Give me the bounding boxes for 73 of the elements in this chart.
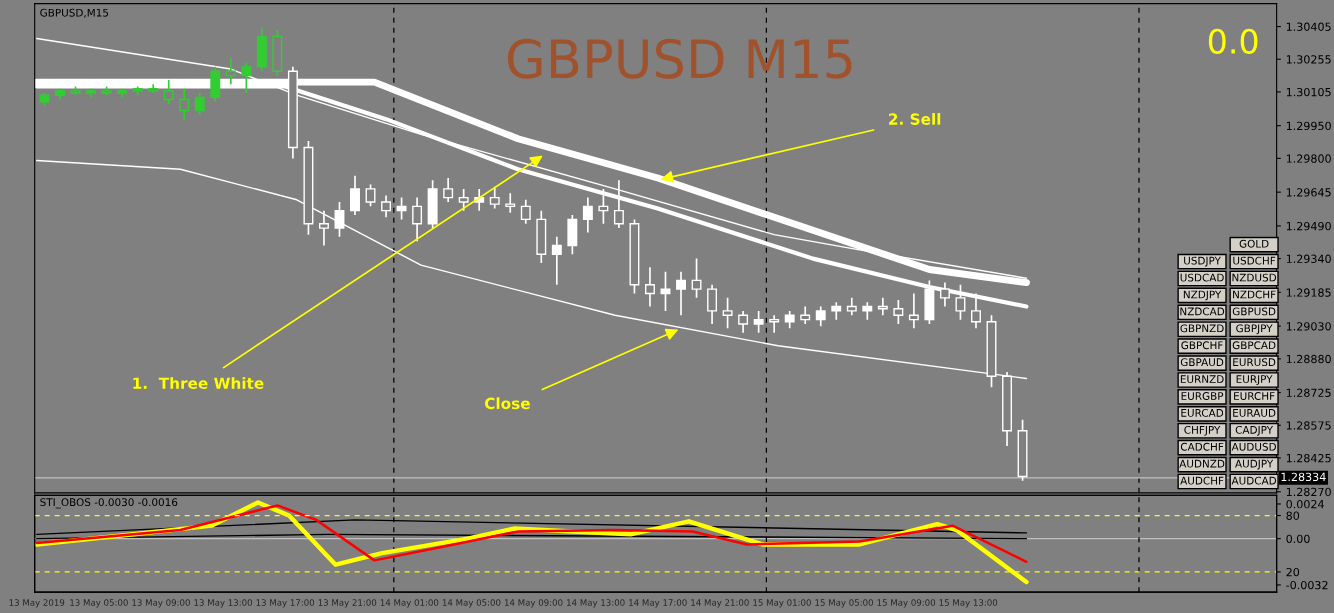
annotation: NZDCHF xyxy=(1233,290,1276,299)
annotation: GBPNZD xyxy=(1180,324,1224,333)
annotation: NZDCAD xyxy=(1180,307,1225,316)
annotation: GBPAUD xyxy=(1180,358,1224,367)
y-tick-label: 1.29645 xyxy=(1286,188,1331,197)
y-tick-label: 1.30105 xyxy=(1286,87,1331,97)
annotation: EURUSD xyxy=(1233,358,1276,367)
annotation: GBPJPY xyxy=(1236,324,1273,335)
y-tick-label: 1.29490 xyxy=(1286,221,1331,231)
x-tick-label: 13 May 17:00 xyxy=(256,599,315,608)
annotation: EURCHF xyxy=(1234,392,1275,400)
annotation: CHFJPY xyxy=(1184,425,1221,436)
y-tick-label: 1.29950 xyxy=(1286,121,1331,131)
annotation: AUDJPY xyxy=(1235,459,1274,470)
annotation: EURJPY xyxy=(1236,375,1273,385)
y-tick-label: 1.29030 xyxy=(1286,322,1331,331)
annotation: AUDCAD xyxy=(1231,476,1277,485)
annotation: AUDNZD xyxy=(1179,459,1225,468)
annotation: NZDUSD xyxy=(1232,273,1277,282)
annotation: 1. Three White xyxy=(133,377,264,390)
x-tick-label: 14 May 09:00 xyxy=(504,599,563,608)
y-tick-label: 0.0024 xyxy=(1286,499,1324,509)
annotation: USDCHF xyxy=(1233,256,1276,265)
y-tick-label: -0.0032 xyxy=(1286,580,1328,590)
y-tick-label: 0.00 xyxy=(1286,534,1310,544)
y-tick-label: 1.29340 xyxy=(1286,254,1331,263)
y-tick-label: 1.29800 xyxy=(1286,154,1331,163)
y-tick-label: 1.30405 xyxy=(1286,22,1331,31)
x-tick-label: 14 May 13:00 xyxy=(567,599,625,608)
annotation: AUDUSD xyxy=(1231,442,1276,451)
y-tick-label: 1.30255 xyxy=(1286,55,1331,64)
annotation: NZDJPY xyxy=(1183,290,1222,301)
y-tick-label: 1.28880 xyxy=(1286,354,1331,364)
annotation: AUDCHF xyxy=(1180,476,1224,485)
y-tick-label: 1.29185 xyxy=(1286,288,1331,297)
annotation: USDJPY xyxy=(1184,256,1221,267)
annotation: EURGBP xyxy=(1181,392,1224,400)
annotation: GOLD xyxy=(1239,239,1269,248)
x-tick-label: 13 May 2019 xyxy=(9,599,65,608)
y-tick-label: 1.28575 xyxy=(1286,421,1331,430)
annotation: CADJPY xyxy=(1235,425,1274,436)
annotation: GBPUSD xyxy=(1232,307,1276,316)
x-tick-label: 15 May 09:00 xyxy=(877,599,936,608)
annotation: GBPCHF xyxy=(1181,341,1223,350)
chart-subtitle: GBPUSD,M15 xyxy=(40,8,109,18)
x-tick-label: 13 May 21:00 xyxy=(318,599,377,608)
annotation: USDCAD xyxy=(1180,273,1224,282)
x-tick-label: 15 May 13:00 xyxy=(939,599,998,608)
annotation: GBPCAD xyxy=(1232,341,1276,350)
annotation: Close xyxy=(484,397,530,410)
y2-tick-label: 20 xyxy=(1286,567,1300,577)
ref-line-label: 1.28334 xyxy=(1281,472,1326,482)
x-tick-label: 13 May 05:00 xyxy=(70,599,128,608)
y-tick-label: 1.28725 xyxy=(1286,388,1331,397)
annotation: 0.0 xyxy=(1208,28,1258,54)
x-tick-label: 14 May 17:00 xyxy=(629,599,687,608)
x-tick-label: 13 May 13:00 xyxy=(194,599,252,608)
annotation: CADCHF xyxy=(1180,442,1224,451)
text: GBPUSD M15 xyxy=(507,38,852,79)
annotation: 2. Sell xyxy=(889,113,941,125)
x-tick-label: 13 May 09:00 xyxy=(132,599,190,608)
y-tick-label: 1.28425 xyxy=(1286,453,1331,463)
x-tick-label: 14 May 21:00 xyxy=(691,599,749,608)
chart-title: STI_OBOS -0.0030 -0.0016 xyxy=(40,498,178,509)
x-tick-label: 14 May 05:00 xyxy=(442,599,501,608)
y-tick-label: 1.28270 xyxy=(1286,487,1331,497)
x-tick-label: 15 May 01:00 xyxy=(753,599,811,608)
annotation: EURCAD xyxy=(1181,408,1224,417)
annotation: EURNZD xyxy=(1180,375,1224,384)
annotation: EURAUD xyxy=(1233,409,1276,417)
x-tick-label: 15 May 05:00 xyxy=(815,599,873,608)
x-tick-label: 14 May 01:00 xyxy=(380,599,439,608)
y2-tick-label: 80 xyxy=(1286,511,1300,520)
